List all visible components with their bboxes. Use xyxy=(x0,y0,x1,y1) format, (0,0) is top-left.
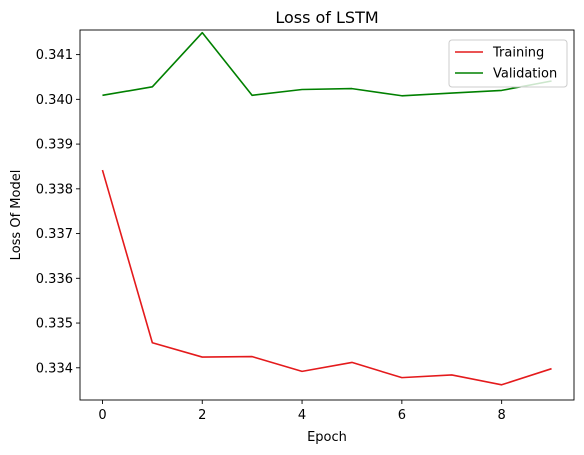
y-axis-label: Loss Of Model xyxy=(9,170,24,261)
x-axis-label: Epoch xyxy=(307,430,347,445)
y-tick-label: 0.335 xyxy=(36,317,73,332)
x-axis-ticks: 0 2 4 6 8 xyxy=(98,400,506,423)
legend-label-training: Training xyxy=(492,46,544,61)
series-line-validation xyxy=(102,31,552,97)
y-axis-ticks: 0.334 0.335 0.336 0.337 0.338 0.339 0.340 0.341 xyxy=(36,48,80,376)
legend: Training Validation xyxy=(448,39,568,88)
y-tick-label: 0.339 xyxy=(36,138,73,153)
y-tick-label: 0.336 xyxy=(36,272,73,287)
x-tick-label: 8 xyxy=(498,408,506,423)
chart-title: Loss of LSTM xyxy=(275,8,378,27)
y-tick-label: 0.337 xyxy=(36,227,73,242)
y-tick-label: 0.340 xyxy=(36,93,73,108)
plot-series xyxy=(101,31,552,386)
x-tick-label: 6 xyxy=(398,408,406,423)
y-tick-label: 0.338 xyxy=(36,182,73,197)
series-line-training xyxy=(101,169,552,386)
x-tick-label: 4 xyxy=(298,408,306,423)
legend-label-validation: Validation xyxy=(493,67,557,82)
x-tick-label: 0 xyxy=(98,408,106,423)
plot-frame xyxy=(79,29,575,401)
axes-frame xyxy=(79,29,575,401)
y-tick-label: 0.341 xyxy=(36,48,73,63)
x-tick-label: 2 xyxy=(198,408,206,423)
y-tick-label: 0.334 xyxy=(36,361,73,376)
